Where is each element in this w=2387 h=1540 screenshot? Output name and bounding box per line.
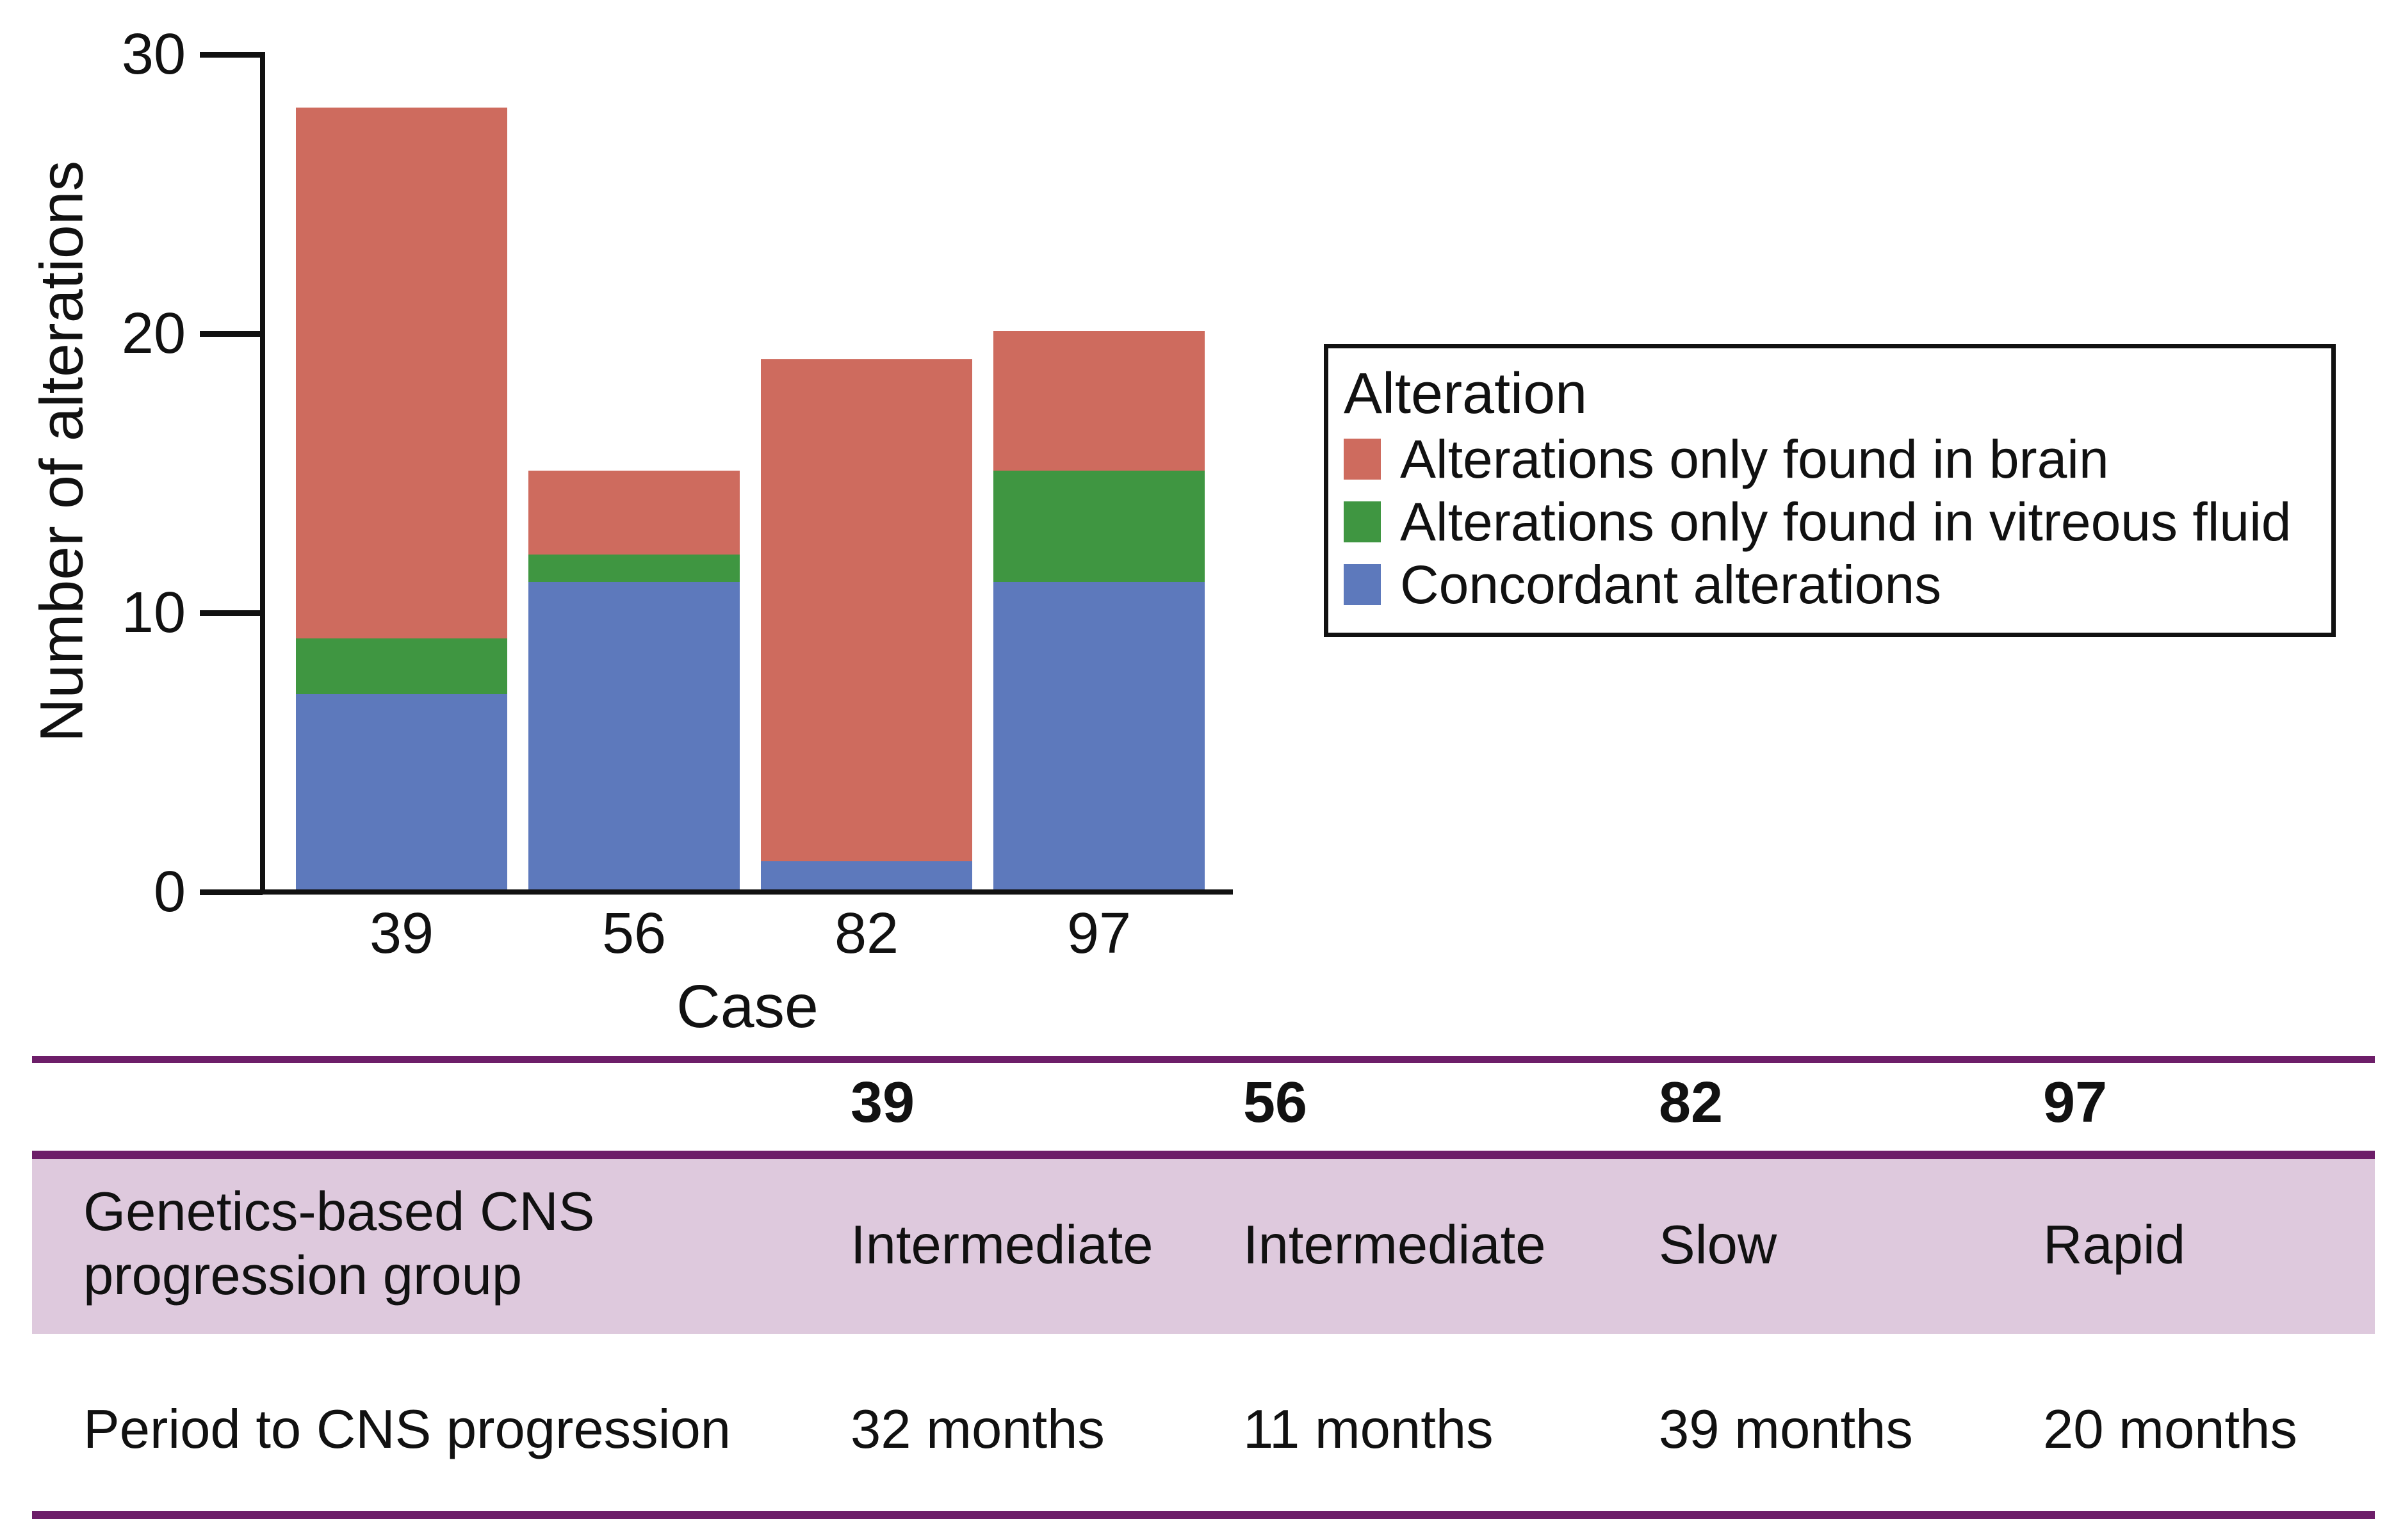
bar-segment [993, 471, 1205, 583]
period-case-39: 32 months [851, 1399, 1105, 1460]
legend-entry-vitreous: Alterations only found in vitreous fluid [1344, 490, 2316, 553]
y-axis-line [260, 52, 265, 895]
x-tick-label-case-82: 82 [834, 902, 899, 966]
row-label-progression-group-line2: progression group [83, 1245, 523, 1306]
table-header-case-39: 39 [851, 1071, 915, 1135]
bar-segment [528, 582, 740, 889]
bar-segment [761, 359, 972, 862]
progression-group-case-97: Rapid [2043, 1215, 2186, 1276]
bar-segment [993, 582, 1205, 889]
y-tick-10 [200, 610, 263, 616]
table-header-case-82: 82 [1659, 1071, 1723, 1135]
y-tick-label-10: 10 [121, 581, 186, 645]
x-axis-title: Case [676, 973, 819, 1041]
legend-entry-label: Alterations only found in vitreous fluid [1400, 491, 2292, 552]
table-rule-top [32, 1056, 2375, 1063]
progression-group-case-56: Intermediate [1243, 1215, 1546, 1276]
table-rule-middle [32, 1151, 2375, 1159]
y-tick-label-30: 30 [121, 22, 186, 86]
vitreous-color-swatch [1344, 501, 1381, 542]
progression-group-case-39: Intermediate [851, 1215, 1153, 1276]
bar-segment [761, 861, 972, 889]
y-tick-label-20: 20 [121, 302, 186, 366]
legend-title: Alteration [1344, 362, 1588, 426]
concordant-color-swatch [1344, 564, 1381, 605]
y-tick-label-0: 0 [153, 860, 186, 924]
table-header-case-56: 56 [1243, 1071, 1308, 1135]
legend: Alteration Alterations only found in bra… [1324, 344, 2336, 637]
row-label-period: Period to CNS progression [83, 1399, 731, 1460]
x-tick-label-case-97: 97 [1066, 902, 1132, 966]
progression-group-case-82: Slow [1659, 1215, 1777, 1276]
table-header-case-97: 97 [2043, 1071, 2108, 1135]
bar-segment [528, 554, 740, 583]
y-tick-30 [200, 52, 263, 58]
bar-segment [993, 331, 1205, 471]
table-rule-bottom [32, 1511, 2375, 1519]
y-tick-20 [200, 331, 263, 337]
bar-segment [296, 108, 507, 638]
highlighted-row-background [32, 1159, 2375, 1334]
legend-entry-concordant: Concordant alterations [1344, 553, 2316, 616]
bar-segment [528, 471, 740, 555]
period-case-97: 20 months [2043, 1399, 2297, 1460]
bar-segment [296, 638, 507, 694]
x-axis-line [260, 889, 1233, 895]
y-axis-title: Number of alterations [28, 160, 96, 743]
row-label-progression-group-line1: Genetics-based CNS [83, 1181, 595, 1242]
legend-entry-label: Alterations only found in brain [1400, 428, 2109, 489]
x-tick-label-case-56: 56 [601, 902, 667, 966]
brain-color-swatch [1344, 439, 1381, 480]
x-tick-label-case-39: 39 [369, 902, 434, 966]
y-tick-0 [200, 889, 263, 895]
period-case-82: 39 months [1659, 1399, 1913, 1460]
legend-entry-brain: Alterations only found in brain [1344, 428, 2316, 490]
bar-segment [296, 693, 507, 889]
period-case-56: 11 months [1243, 1399, 1494, 1460]
legend-entry-label: Concordant alterations [1400, 554, 1942, 615]
